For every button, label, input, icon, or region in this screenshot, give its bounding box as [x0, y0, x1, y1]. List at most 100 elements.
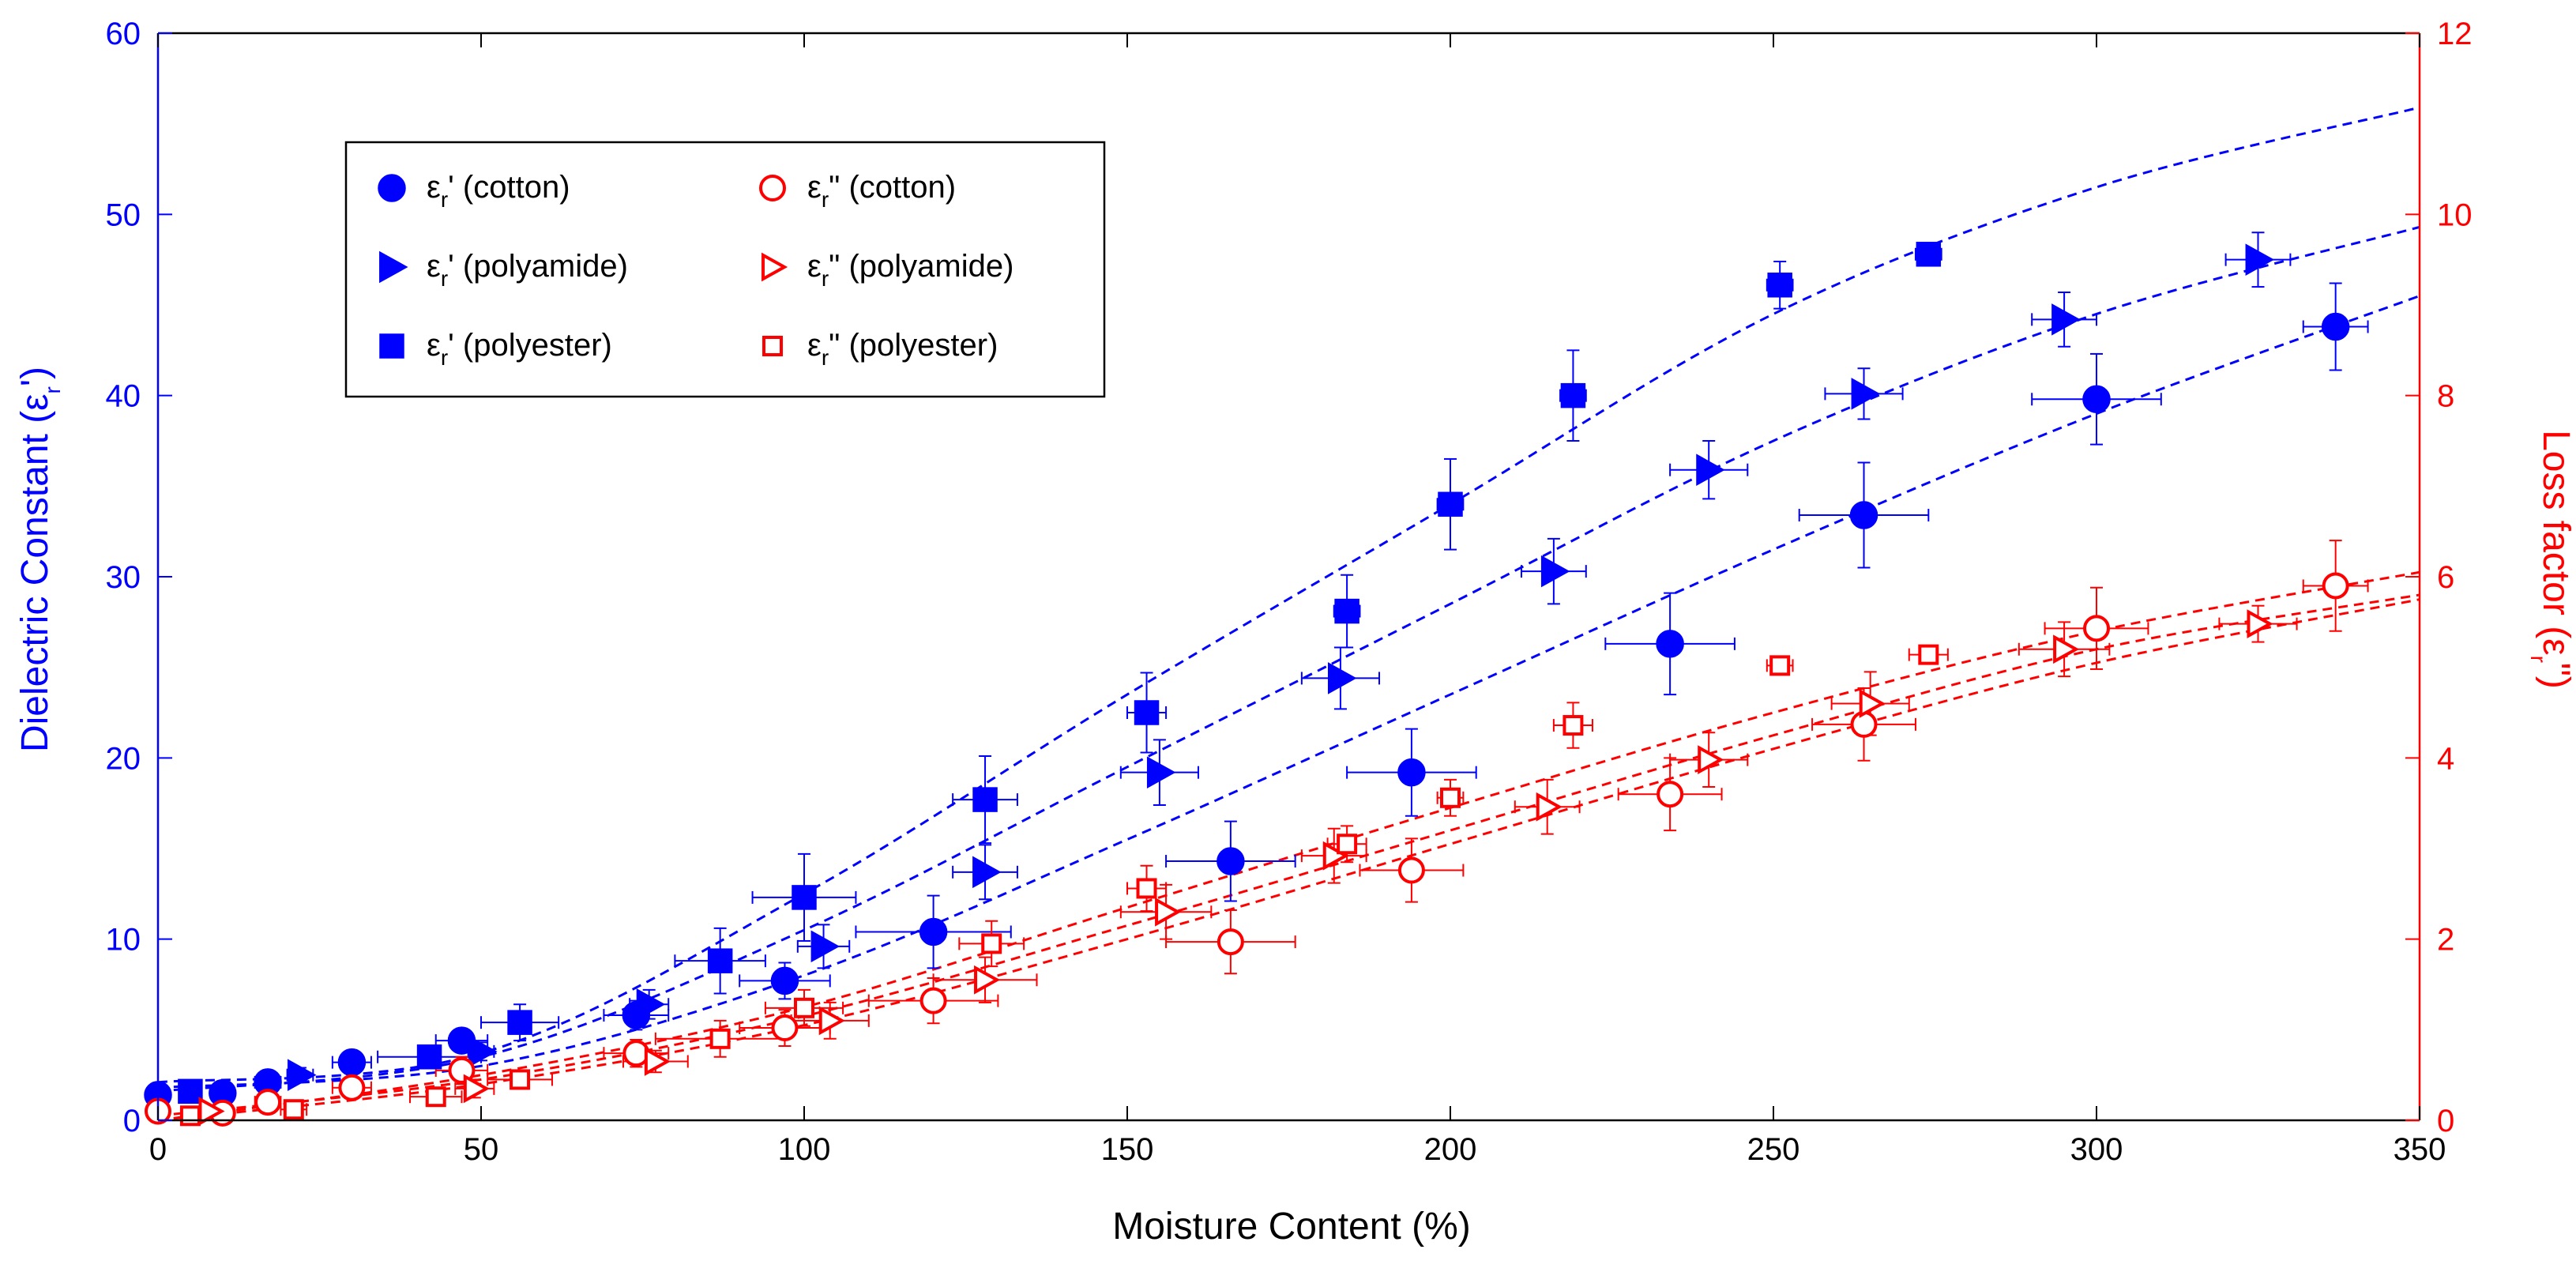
y-tick-label-right: 8 — [2437, 379, 2454, 414]
loss-polyamide-point — [1155, 897, 1182, 927]
legend-marker — [379, 333, 404, 359]
dielectric-polyamide-point — [810, 930, 840, 963]
dielectric-polyester-point — [507, 1010, 532, 1035]
y-tick-label-left: 0 — [123, 1104, 141, 1138]
loss-polyamide-point — [974, 965, 1001, 995]
legend-item: εr" (cotton) — [759, 170, 956, 212]
loss-polyester-point — [1136, 878, 1157, 899]
loss-polyamide-point — [1322, 841, 1349, 871]
loss-polyester-point — [981, 933, 1002, 954]
legend-item: εr" (polyamide) — [762, 249, 1013, 291]
loss-polyester-point — [1440, 787, 1461, 808]
legend-label: εr" (cotton) — [807, 170, 956, 212]
dielectric-polyamide-point — [288, 1059, 317, 1091]
dielectric-polyamide-point — [1851, 378, 1881, 410]
dielectric-polyamide-point — [972, 856, 1002, 889]
y-axis-label-right: Loss factor (εr") — [2527, 430, 2576, 689]
loss-polyester-point — [794, 997, 814, 1018]
loss-cotton-point — [1397, 856, 1425, 884]
x-tick-label: 300 — [2070, 1132, 2123, 1167]
legend-item: εr" (polyester) — [762, 328, 998, 370]
dielectric-cotton-point — [1849, 501, 1878, 529]
dielectric-polyester-point — [792, 885, 817, 910]
dielectric-polyester-fit-curve — [157, 106, 2420, 1084]
dielectric-polyamide-point — [2245, 243, 2275, 276]
y-tick-label-left: 60 — [106, 17, 141, 51]
legend-marker — [379, 250, 408, 284]
x-tick-label: 250 — [1747, 1132, 1800, 1167]
legend-item: εr' (cotton) — [378, 170, 570, 212]
dielectric-cotton-point — [919, 917, 948, 946]
y-tick-label-left: 30 — [106, 560, 141, 595]
loss-polyester-point — [1563, 715, 1584, 736]
dielectric-cotton-point — [1397, 758, 1426, 787]
loss-cotton-point — [338, 1074, 366, 1101]
legend-label: εr' (cotton) — [427, 170, 570, 212]
y-tick-label-right: 2 — [2437, 923, 2454, 958]
dielectric-cotton-point — [2082, 385, 2111, 414]
dielectric-cotton-point — [337, 1048, 367, 1077]
x-tick-label: 150 — [1101, 1132, 1154, 1167]
dielectric-polyester-point — [707, 948, 733, 973]
dielectric-polyester-point — [416, 1044, 442, 1070]
y-tick-label-right: 4 — [2437, 741, 2454, 776]
dielectric-cotton-point — [1217, 847, 1245, 875]
loss-cotton-point — [771, 1014, 799, 1042]
dielectric-polyamide-point — [1146, 756, 1176, 788]
loss-cotton-fit-curve — [157, 598, 2420, 1122]
legend-marker — [762, 252, 788, 282]
y-tick-label-left: 40 — [106, 379, 141, 414]
legend-marker — [762, 336, 783, 356]
dielectric-polyamide-point — [468, 1035, 498, 1068]
y-tick-label-right: 6 — [2437, 560, 2454, 595]
loss-polyamide-point — [2053, 634, 2080, 664]
loss-polyester-point — [179, 1105, 201, 1127]
legend-label: εr' (polyester) — [427, 328, 612, 370]
y-tick-label-right: 10 — [2437, 198, 2473, 232]
y-tick-label-left: 50 — [106, 198, 141, 232]
dielectric-cotton-fit-curve — [157, 295, 2420, 1089]
dielectric-polyester-point — [1134, 700, 1160, 725]
legend-label: εr" (polyester) — [807, 328, 998, 370]
loss-polyester-point — [709, 1028, 731, 1049]
loss-polyamide-point — [818, 1006, 845, 1036]
legend-box — [344, 141, 1106, 398]
loss-polyester-point — [1769, 655, 1791, 676]
legend-marker — [759, 175, 786, 201]
loss-polyester-point — [283, 1099, 304, 1120]
loss-cotton-point — [919, 987, 947, 1014]
legend-item: εr' (polyester) — [379, 328, 612, 370]
loss-cotton-point — [1657, 781, 1684, 808]
x-tick-label: 0 — [149, 1132, 167, 1167]
loss-polyamide-point — [463, 1074, 490, 1104]
x-axis-label: Moisture Content (%) — [1112, 1206, 1471, 1248]
dielectric-polyamide-point — [1696, 453, 1725, 486]
loss-polyester-point — [1918, 644, 1939, 665]
legend-label: εr' (polyamide) — [427, 249, 628, 291]
dielectric-polyester-point — [178, 1078, 203, 1105]
legend-item: εr' (polyamide) — [379, 249, 628, 291]
y-tick-label-right: 12 — [2437, 17, 2473, 51]
x-tick-label: 50 — [464, 1132, 499, 1167]
loss-cotton-point — [2083, 615, 2110, 642]
loss-polyester-point — [1337, 834, 1358, 855]
loss-cotton-point — [254, 1089, 282, 1116]
x-tick-label: 200 — [1424, 1132, 1477, 1167]
dielectric-polyester-point — [1560, 382, 1586, 408]
loss-polyamide-point — [1859, 689, 1886, 718]
dielectric-cotton-point — [1656, 630, 1684, 658]
dielectric-polyester-point — [1916, 242, 1942, 267]
loss-polyamide-point — [1698, 745, 1724, 775]
dielectric-polyamide-fit-curve — [157, 225, 2420, 1093]
loss-polyamide-point — [1536, 792, 1563, 822]
dielectric-polyester-point — [1767, 273, 1792, 298]
loss-polyester-fit-curve — [157, 570, 2420, 1122]
loss-polyester-point — [510, 1069, 531, 1090]
loss-polyamide-point — [644, 1047, 671, 1076]
loss-polyester-point — [425, 1086, 446, 1108]
x-tick-label: 100 — [778, 1132, 831, 1167]
legend-marker — [378, 174, 406, 202]
dielectric-cotton-point — [2321, 312, 2350, 341]
dielectric-polyamide-point — [1540, 555, 1570, 588]
